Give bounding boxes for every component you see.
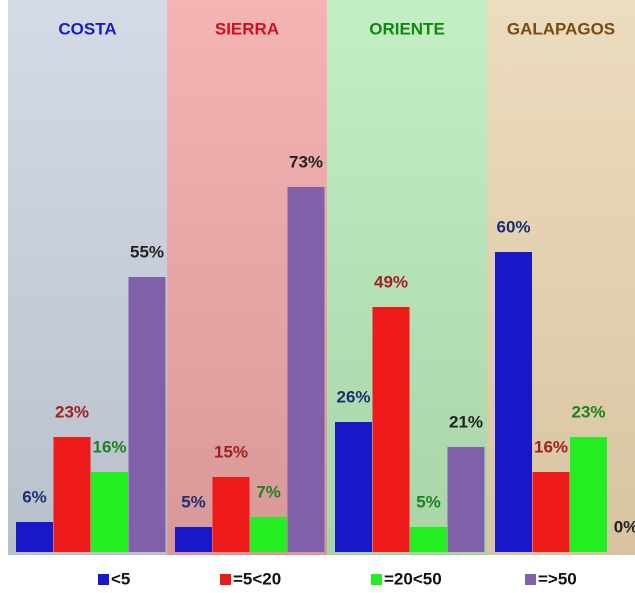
legend-label: =>50 [538,569,577,588]
bar [250,517,287,552]
value-label: 55% [130,242,164,261]
bar [495,252,532,552]
category-label: COSTA [58,19,116,38]
value-label: 49% [374,272,408,291]
bar [287,187,325,552]
legend-label: <5 [111,569,130,588]
legend-swatch [98,574,109,585]
value-label: 23% [571,402,605,421]
category-label: SIERRA [215,19,279,38]
legend-swatch [220,574,231,585]
bar [335,422,372,552]
bar [570,437,607,552]
bar [212,477,250,552]
value-label: 7% [256,482,281,501]
category-label: GALAPAGOS [507,19,615,38]
value-label: 6% [22,487,47,506]
bar [91,472,128,552]
value-label: 15% [214,442,248,461]
value-label: 5% [181,492,206,511]
legend-label: =5<20 [233,569,281,588]
value-label: 23% [55,402,89,421]
value-label: 26% [336,387,370,406]
legend-label: =20<50 [384,569,442,588]
value-label: 21% [449,412,483,431]
bar [16,522,53,552]
value-label: 5% [416,492,441,511]
value-label: 60% [496,217,530,236]
value-label: 73% [289,152,323,171]
value-label: 16% [534,437,568,456]
bar [53,437,91,552]
bar [372,307,410,552]
category-label: ORIENTE [369,19,445,38]
bar [532,472,570,552]
value-label: 0% [614,517,635,536]
bar [128,277,166,552]
legend-swatch [525,574,536,585]
legend-swatch [371,574,382,585]
bar [410,527,447,552]
bar [447,447,485,552]
value-label: 16% [92,437,126,456]
bar [175,527,212,552]
